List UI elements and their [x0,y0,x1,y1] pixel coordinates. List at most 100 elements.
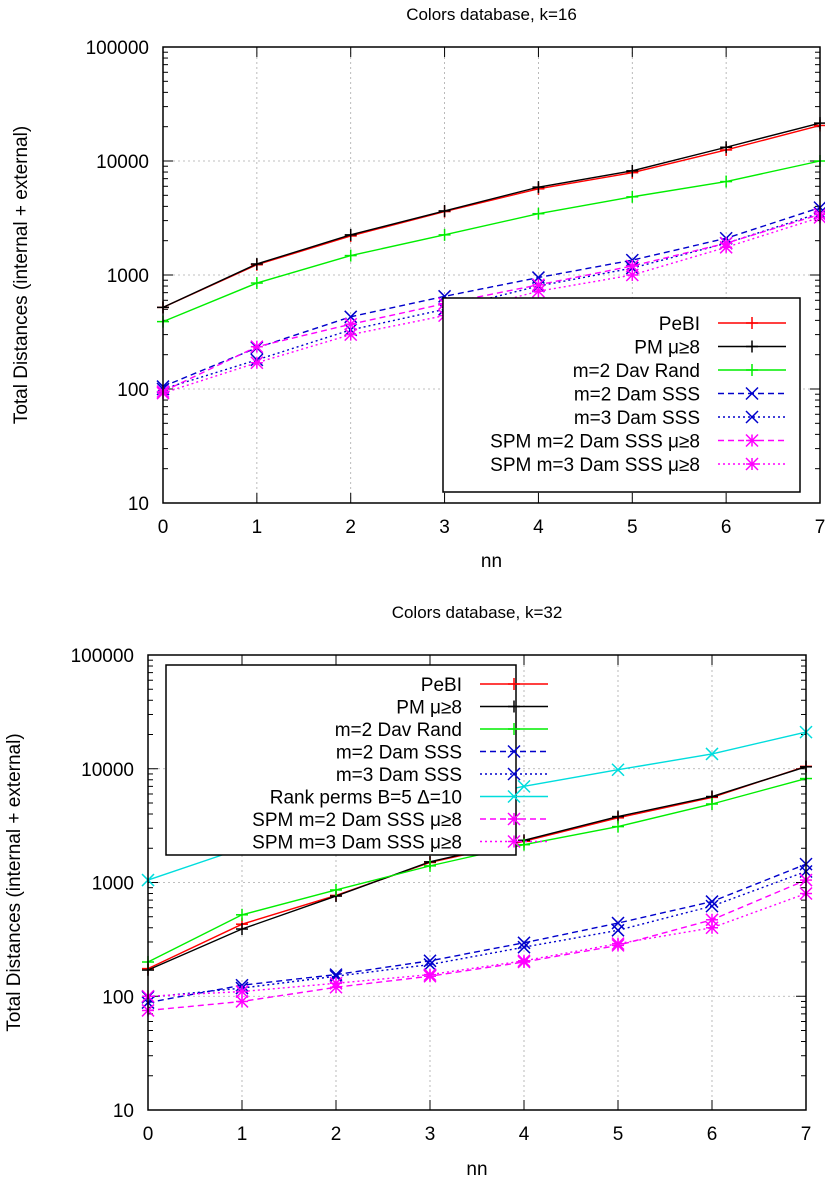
y-tick-label: 100 [117,380,149,401]
x-tick-label: 3 [425,1124,436,1145]
legend-entry: m=2 Dam SSS [336,743,548,764]
y-tick-label: 100000 [71,646,134,667]
legend-label: SPM m=3 Dam SSS μ≥8 [490,455,700,476]
data-point [705,899,719,913]
plot-frame [147,654,807,1111]
series-line [162,122,821,309]
data-point [235,985,249,999]
chart-2: Colors database, k=321010010001000010000… [4,603,813,1179]
legend-label: m=2 Dam SSS [574,385,700,406]
legend-label: m=3 Dam SSS [574,408,700,429]
legend-entry: PM μ≥8 [396,698,548,719]
data-point [517,779,531,793]
x-tick-label: 1 [237,1124,248,1145]
data-point [423,954,437,968]
x-axis-label: nn [466,1159,487,1179]
legend-entry: m=3 Dam SSS [574,408,786,429]
data-point [720,141,733,154]
data-point [423,968,437,982]
data-point [626,190,639,203]
legend-marker [745,386,759,401]
chart-1: Colors database, k=161010010001000010000… [11,5,825,572]
legend-marker [745,410,759,424]
y-tick-label: 100000 [86,38,149,59]
data-point [330,883,342,896]
legend-entry: SPM m=2 Dam SSS μ≥8 [490,432,786,453]
series-line [147,870,807,998]
x-tick-label: 1 [252,517,263,538]
x-tick-label: 7 [815,517,825,538]
legend-entry: PeBI [659,314,786,335]
data-point [329,976,343,990]
data-point [518,838,530,851]
data-point [424,859,436,872]
legend-label: m=3 Dam SSS [336,765,462,786]
data-point [517,940,531,954]
legend-box [165,664,517,856]
series-line [162,206,821,388]
legend-marker [507,789,521,804]
data-point [235,994,249,1008]
x-tick-label: 5 [613,1124,624,1145]
series-line [162,124,821,309]
legend-marker [745,457,759,471]
x-axis-label: nn [481,551,502,572]
legend-marker [507,767,521,781]
data-point [719,240,733,254]
x-tick-label: 2 [331,1124,342,1145]
data-point [438,204,451,217]
legend-label: Rank perms B=5 Δ=10 [270,788,462,809]
legend-label: PeBI [659,314,700,335]
x-tick-label: 0 [158,517,169,538]
y-axis-label: Total Distances (internal + external) [4,733,25,1031]
data-point [531,284,545,298]
chart-title: Colors database, k=16 [406,5,577,24]
legend-entry: m=2 Dam SSS [574,385,786,406]
data-point [250,277,263,290]
y-tick-label: 1000 [107,266,149,287]
data-point [706,797,718,810]
legend-marker [746,317,758,329]
data-point [612,820,624,833]
legend-entry: m=2 Dav Rand [573,361,786,382]
y-tick-label: 10 [128,494,149,515]
x-tick-label: 6 [707,1124,718,1145]
x-tick-label: 7 [801,1124,812,1145]
plot-frame [162,46,821,504]
data-point [611,916,625,930]
legend-marker [508,700,520,713]
data-point [532,207,545,220]
data-point [611,937,625,951]
x-tick-label: 4 [533,517,544,538]
x-tick-label: 4 [519,1124,530,1145]
legend-entry: SPM m=3 Dam SSS μ≥8 [490,455,786,476]
legend-label: PeBI [421,675,462,696]
legend-marker [745,433,759,448]
legend-entry: PM μ≥8 [634,338,786,359]
legend-label: SPM m=2 Dam SSS μ≥8 [490,432,700,453]
data-point [517,936,531,950]
legend-label: m=2 Dam SSS [336,743,462,764]
data-point [344,249,357,262]
legend-label: m=2 Dav Rand [335,720,462,741]
data-point [705,747,719,761]
legend-label: PM μ≥8 [396,698,462,719]
legend-entry: Rank perms B=5 Δ=10 [270,788,548,809]
data-point [612,810,624,823]
data-point [344,317,358,331]
series-line [162,160,821,323]
legend-marker [507,744,521,759]
data-point [626,164,639,177]
legend-entry: PeBI [421,675,548,696]
data-point [438,228,451,241]
data-point [250,257,263,270]
legend-marker [507,812,521,826]
x-tick-label: 5 [627,517,638,538]
series-line [162,213,821,393]
data-point [705,895,719,909]
data-point [250,356,264,370]
legend-label: SPM m=2 Dam SSS μ≥8 [252,810,462,831]
